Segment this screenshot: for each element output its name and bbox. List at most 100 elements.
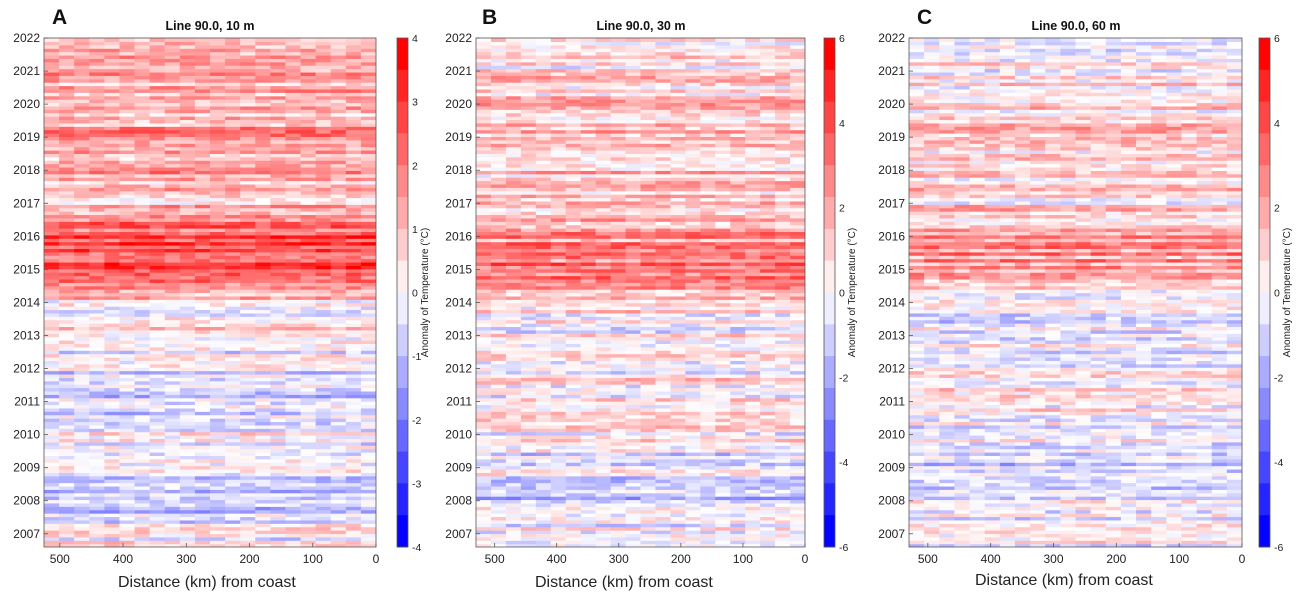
heatmap-cell [300, 58, 317, 63]
heatmap-cell [345, 479, 362, 484]
heatmap-cell [300, 479, 317, 484]
heatmap-cell [520, 465, 537, 470]
heatmap-cell [345, 346, 362, 351]
heatmap-cell [790, 326, 805, 331]
heatmap-cell [610, 370, 627, 375]
heatmap-cell [194, 407, 211, 412]
heatmap-cell [520, 479, 537, 484]
heatmap-cell [44, 462, 60, 467]
heatmap-cell [44, 316, 60, 321]
heatmap-cell [330, 418, 347, 423]
heatmap-cell [74, 431, 90, 436]
heatmap-cell [164, 401, 181, 406]
heatmap-cell [44, 458, 60, 463]
heatmap-cell [210, 390, 226, 395]
heatmap-cell [790, 496, 805, 501]
heatmap-cell [580, 523, 597, 528]
heatmap-cell [134, 441, 151, 446]
heatmap-cell [89, 292, 105, 297]
heatmap-cell [194, 468, 211, 473]
heatmap-cell [240, 82, 256, 87]
heatmap-cell [640, 309, 657, 314]
heatmap-cell [330, 370, 347, 375]
heatmap-cell [565, 428, 582, 433]
heatmap-cell [89, 146, 105, 151]
heatmap-cell [225, 48, 241, 53]
heatmap-cell [490, 523, 507, 528]
heatmap-cell [44, 404, 60, 409]
heatmap-cell [225, 234, 241, 239]
heatmap-cell [315, 390, 332, 395]
heatmap-cell [119, 170, 136, 175]
heatmap-cell [119, 421, 136, 426]
heatmap-cell [210, 295, 226, 300]
heatmap-cell [44, 160, 60, 165]
heatmap-cell [149, 509, 166, 514]
heatmap-cell [595, 346, 612, 351]
heatmap-cell [790, 329, 805, 334]
heatmap-cell [210, 78, 226, 83]
heatmap-cell [790, 472, 805, 477]
heatmap-cell [104, 102, 121, 107]
heatmap-cell [655, 302, 671, 307]
heatmap-cell [790, 516, 805, 521]
heatmap-cell [164, 414, 181, 419]
heatmap-cell [360, 540, 376, 545]
heatmap-cell [565, 475, 582, 480]
heatmap-cell [240, 492, 256, 497]
heatmap-cell [345, 441, 362, 446]
heatmap-cell [625, 326, 642, 331]
heatmap-cell [179, 373, 196, 378]
heatmap-cell [790, 401, 805, 406]
heatmap-cell [715, 380, 731, 385]
heatmap-cell [89, 462, 105, 467]
heatmap-cell [179, 54, 196, 59]
heatmap-cell [760, 468, 776, 473]
heatmap-cell [330, 275, 347, 280]
heatmap-cell [74, 319, 90, 324]
heatmap-cell [300, 200, 317, 205]
heatmap-cell [74, 326, 90, 331]
heatmap-cell [285, 282, 302, 287]
heatmap-cell [240, 526, 256, 531]
heatmap-cell [255, 231, 271, 236]
heatmap-cell [330, 353, 347, 358]
heatmap-cell [270, 543, 287, 547]
heatmap-cell [715, 448, 731, 453]
heatmap-cell [595, 492, 612, 497]
heatmap-cell [595, 536, 612, 541]
heatmap-cell [149, 326, 166, 331]
heatmap-cell [345, 451, 362, 456]
heatmap-cell [315, 99, 332, 104]
heatmap-cell [270, 513, 287, 518]
heatmap-cell [74, 228, 90, 233]
heatmap-cell [89, 373, 105, 378]
heatmap-cell [285, 122, 302, 127]
heatmap-cell [300, 51, 317, 56]
heatmap-cell [535, 533, 552, 538]
heatmap-cell [625, 421, 642, 426]
heatmap-cell [104, 44, 121, 49]
heatmap-cell [134, 194, 151, 199]
heatmap-cell [685, 418, 701, 423]
heatmap-cell [179, 468, 196, 473]
heatmap-cell [330, 411, 347, 416]
heatmap-cell [330, 99, 347, 104]
heatmap-cell [149, 492, 166, 497]
heatmap-cell [535, 333, 552, 338]
heatmap-cell [225, 44, 241, 49]
heatmap-cell [225, 373, 241, 378]
heatmap-cell [505, 302, 522, 307]
heatmap-cell [300, 289, 317, 294]
heatmap-cell [625, 397, 642, 402]
heatmap-cell [164, 299, 181, 304]
heatmap-cell [790, 390, 805, 395]
heatmap-cell [315, 112, 332, 117]
heatmap-cell [640, 479, 657, 484]
heatmap-cell [104, 197, 121, 202]
heatmap-cell [119, 156, 136, 161]
heatmap-cell [550, 502, 567, 507]
heatmap-cell [240, 299, 256, 304]
heatmap-cell [240, 397, 256, 402]
heatmap-cell [595, 394, 612, 399]
